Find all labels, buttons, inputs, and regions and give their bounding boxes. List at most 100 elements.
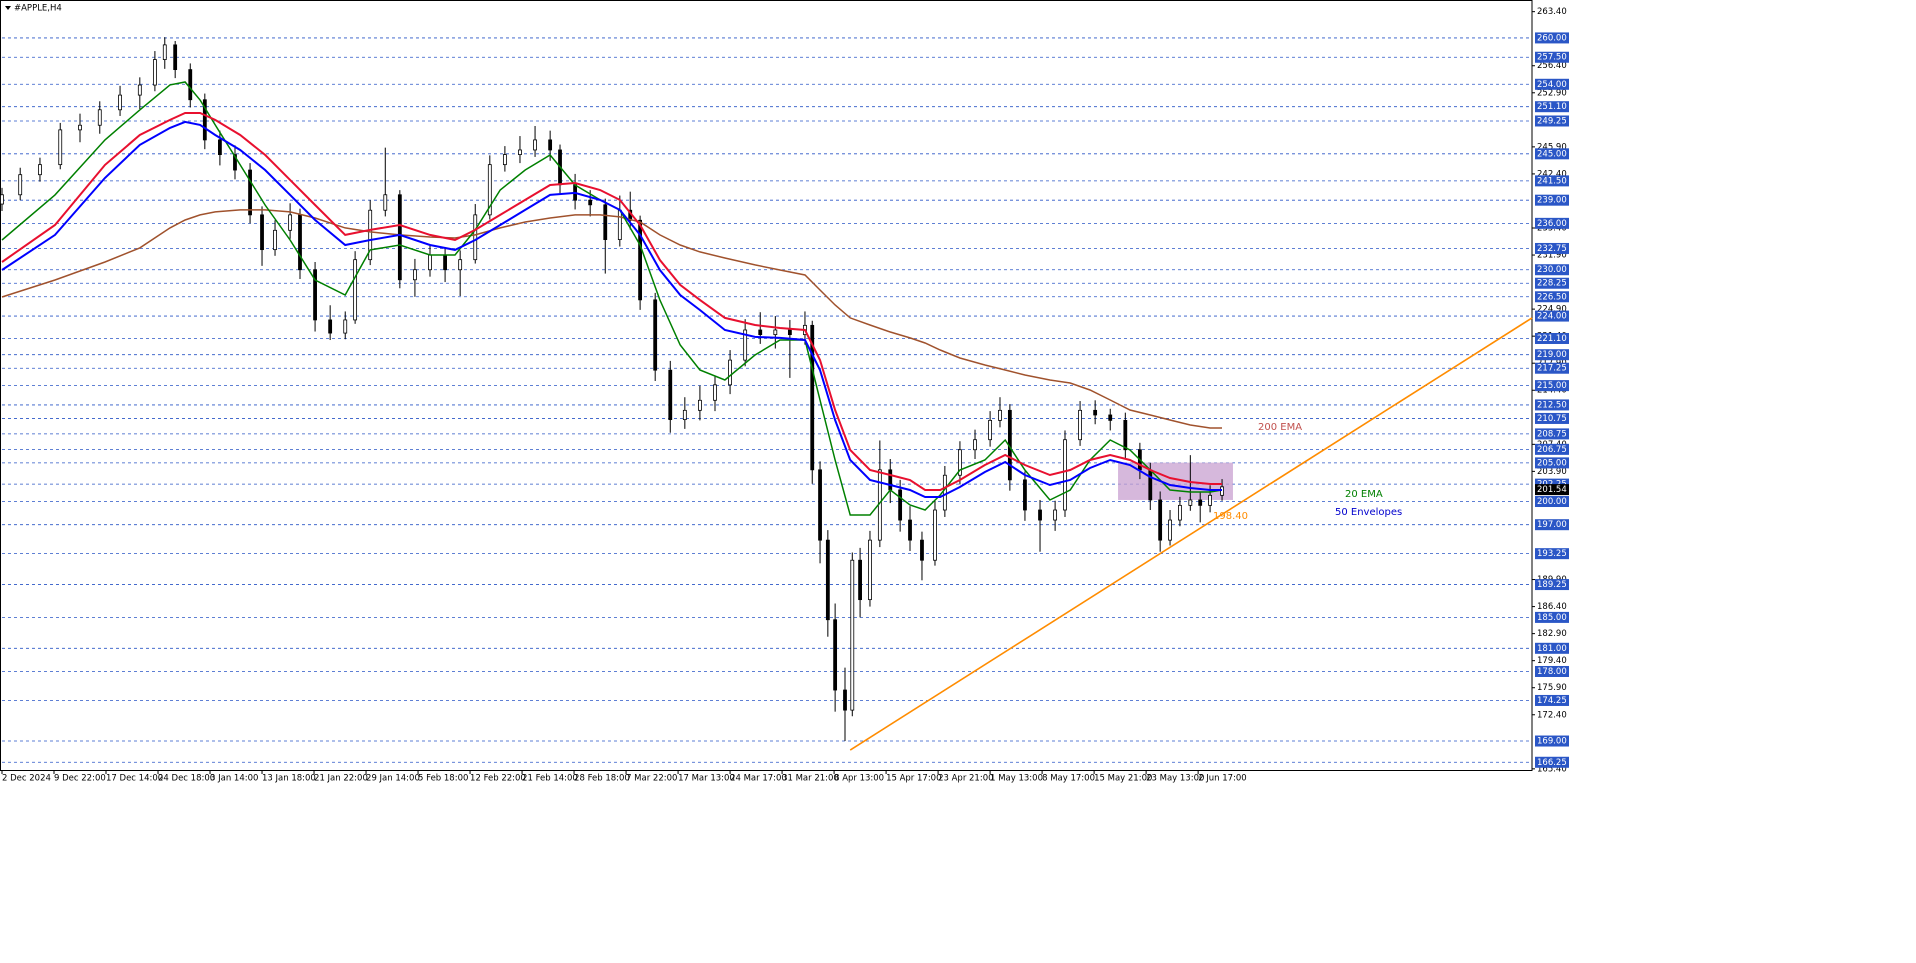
indicator-line <box>1 209 1222 429</box>
level-label: 236.00 <box>1537 219 1567 229</box>
candle-body <box>298 214 302 271</box>
level-label-box <box>1535 78 1569 90</box>
level-label-box <box>1535 148 1569 160</box>
candle-body <box>843 689 847 711</box>
level-label: 169.00 <box>1537 737 1567 747</box>
x-tick-label: 8 May 17:00 <box>1042 774 1095 784</box>
level-label: 260.00 <box>1537 33 1567 43</box>
candle-body <box>428 254 432 271</box>
x-tick-label: 15 May 21:00 <box>1094 774 1152 784</box>
level-label: 212.50 <box>1537 400 1567 410</box>
y-tick-label: 179.40 <box>1537 656 1567 666</box>
level-label-box <box>1535 217 1569 229</box>
x-tick-label: 1 May 13:00 <box>990 774 1043 784</box>
candle-body <box>668 369 673 421</box>
candle-body <box>958 449 962 476</box>
candle-body <box>1188 499 1193 506</box>
candle-body <box>1198 499 1203 506</box>
level-label: 245.00 <box>1537 149 1567 159</box>
x-tick-label: 21 Feb 14:00 <box>522 774 578 784</box>
level-label: 230.00 <box>1537 265 1567 275</box>
x-tick-label: 15 Apr 17:00 <box>886 774 941 784</box>
level-label-box <box>1535 277 1569 289</box>
candle-body <box>0 194 4 205</box>
candle-body <box>368 209 373 261</box>
level-label: 210.75 <box>1537 414 1567 424</box>
level-label-box <box>1535 242 1569 254</box>
x-tick-label: 17 Mar 13:00 <box>678 774 735 784</box>
x-tick-label: 23 May 13:00 <box>1146 774 1204 784</box>
candle-body <box>773 329 778 336</box>
candle-body <box>487 164 492 216</box>
level-label: 215.00 <box>1537 381 1567 391</box>
candle-body <box>328 319 333 334</box>
candle-body <box>38 164 42 176</box>
candle-body <box>413 269 417 281</box>
candle-body <box>548 139 553 151</box>
candle-body <box>713 384 717 401</box>
candle-body <box>1148 469 1153 501</box>
x-tick-label: 28 Feb 18:00 <box>574 774 630 784</box>
level-label-box <box>1535 496 1569 508</box>
level-label-box <box>1535 412 1569 424</box>
level-label: 219.00 <box>1537 350 1567 360</box>
x-tick-label: 8 Apr 13:00 <box>834 774 884 784</box>
x-tick-label: 31 Mar 21:00 <box>782 774 839 784</box>
level-label-box <box>1535 457 1569 469</box>
indicator-label: 200 EMA <box>1258 422 1302 433</box>
candle-body <box>868 539 872 601</box>
level-label: 221.10 <box>1537 334 1567 344</box>
candle-body <box>973 439 977 451</box>
level-label: 166.25 <box>1537 758 1567 768</box>
level-label: 197.00 <box>1537 520 1567 530</box>
candle-body <box>397 194 402 281</box>
level-label-box <box>1535 519 1569 531</box>
candle-body <box>908 519 912 541</box>
x-tick-label: 7 Mar 22:00 <box>626 774 677 784</box>
candle-body <box>1093 409 1098 416</box>
candle-body <box>518 149 522 155</box>
level-label: 181.00 <box>1537 644 1567 654</box>
level-label-box <box>1535 349 1569 361</box>
y-tick-label: 182.90 <box>1537 629 1567 639</box>
level-label-box <box>1535 101 1569 113</box>
x-tick-label: 2 Dec 2024 <box>2 774 51 784</box>
level-label-box <box>1535 194 1569 206</box>
level-label-box <box>1535 362 1569 374</box>
level-label: 193.25 <box>1537 549 1567 559</box>
level-label: 239.00 <box>1537 196 1567 206</box>
candle-body <box>533 139 537 151</box>
candle-body <box>1178 504 1182 521</box>
candle-body <box>858 559 862 601</box>
x-tick-label: 24 Dec 18:00 <box>158 774 215 784</box>
y-tick-label: 203.90 <box>1537 467 1567 477</box>
level-label: 208.75 <box>1537 429 1567 439</box>
y-tick-label: 231.90 <box>1537 251 1567 261</box>
candle-body <box>343 319 348 334</box>
x-tick-label: 9 Dec 22:00 <box>54 774 106 784</box>
candle-body <box>137 84 142 96</box>
candle-body <box>58 129 63 166</box>
candle-body <box>118 94 122 111</box>
candle-body <box>78 124 82 131</box>
last-price-box <box>1535 484 1569 496</box>
candle-body <box>888 469 893 491</box>
candle-body <box>743 329 748 361</box>
candle-body <box>818 469 822 541</box>
level-label-box <box>1535 611 1569 623</box>
candle-body <box>1123 419 1128 451</box>
candle-body <box>188 69 193 101</box>
level-label: 232.75 <box>1537 244 1567 254</box>
level-label: 174.25 <box>1537 696 1567 706</box>
y-tick-label: 172.40 <box>1537 710 1567 720</box>
x-tick-label: 12 Feb 22:00 <box>470 774 526 784</box>
candle-body <box>758 329 763 336</box>
candle-body <box>898 489 903 521</box>
level-label-box <box>1535 115 1569 127</box>
level-label-box <box>1535 332 1569 344</box>
level-label-box <box>1535 51 1569 63</box>
candle-body <box>218 139 222 155</box>
x-tick-label: 13 Jan 18:00 <box>262 774 316 784</box>
level-label: 254.00 <box>1537 80 1567 90</box>
level-label-box <box>1535 175 1569 187</box>
